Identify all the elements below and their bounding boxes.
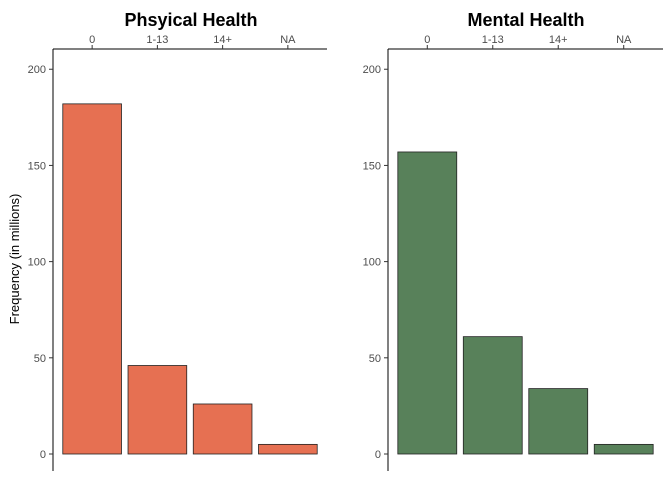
x-tick-label: 0	[89, 34, 95, 46]
y-tick-label: 200	[28, 64, 46, 76]
y-tick-label: 50	[34, 353, 46, 365]
y-tick-label: 150	[28, 160, 46, 172]
bar-NA-1	[258, 443, 318, 455]
bar-14-2	[528, 388, 589, 455]
y-tick-label: 0	[40, 449, 46, 461]
bar-NA-2	[593, 443, 654, 455]
y-axis-label: Frequency (in millions)	[7, 194, 22, 325]
x-tick-label: 0	[424, 34, 430, 46]
panel-title-2: Mental Health	[467, 10, 584, 30]
panel-title-1: Phsyical Health	[124, 10, 257, 30]
bar-113-1	[127, 365, 188, 455]
x-tick-label: 14+	[549, 34, 568, 46]
x-tick-label: NA	[616, 34, 632, 46]
bar-113-2	[462, 336, 523, 455]
y-tick-label: 150	[363, 160, 381, 172]
bar-0-1	[62, 103, 122, 455]
x-tick-label: 14+	[213, 34, 232, 46]
y-tick-label: 50	[369, 353, 381, 365]
bar-14-1	[192, 403, 253, 455]
x-tick-label: 1-13	[482, 34, 504, 46]
y-tick-label: 100	[28, 257, 46, 269]
x-tick-label: NA	[280, 34, 296, 46]
y-tick-label: 0	[375, 449, 381, 461]
bar-0-2	[397, 151, 458, 455]
x-tick-label: 1-13	[146, 34, 168, 46]
y-tick-label: 200	[363, 64, 381, 76]
y-tick-label: 100	[363, 257, 381, 269]
